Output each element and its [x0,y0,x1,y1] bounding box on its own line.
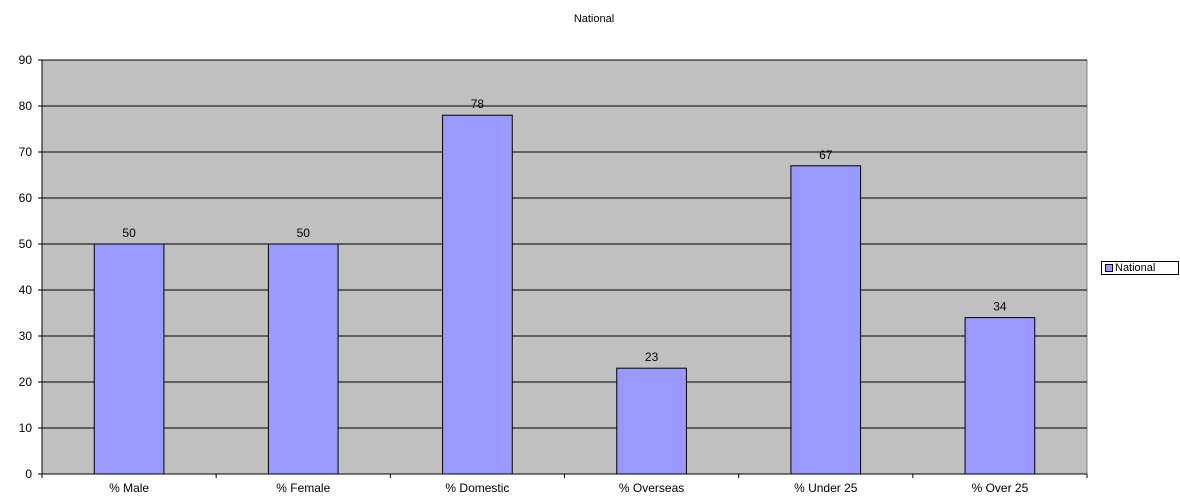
y-tick-label: 40 [19,283,33,297]
x-tick-label: % Overseas [619,481,684,495]
y-tick-label: 80 [19,99,33,113]
data-label: 67 [819,148,833,162]
legend: National [1101,261,1179,275]
bars [93,114,1036,475]
bar [93,243,165,475]
y-tick-label: 60 [19,191,33,205]
y-tick-label: 10 [19,421,33,435]
y-tick-label: 90 [19,53,33,67]
y-tick-label: 70 [19,145,33,159]
data-label: 23 [645,350,659,364]
bar [267,243,339,475]
data-label: 50 [122,226,136,240]
x-tick-label: % Over 25 [972,481,1029,495]
bar [442,114,513,475]
y-tick-label: 30 [19,329,33,343]
y-tick-label: 20 [19,375,33,389]
legend-swatch-national [1105,264,1113,272]
axes: 0 10 20 30 40 50 60 70 80 90 % Male % Female % Domes… [19,53,1088,495]
legend-label-national: National [1115,262,1156,274]
plot-area [41,59,1088,475]
data-label: 78 [471,97,485,111]
y-tick-label: 0 [25,467,32,481]
bar [790,165,862,475]
chart-title: National [574,13,614,25]
x-tick-label: % Male [109,481,149,495]
data-label: 50 [297,226,311,240]
y-tick-label: 50 [19,237,33,251]
x-tick-label: % Under 25 [794,481,858,495]
x-tick-label: % Domestic [445,481,509,495]
bar [964,317,1036,475]
data-labels: 50 50 78 23 67 34 [122,97,1007,364]
bar [616,367,687,475]
data-label: 34 [993,300,1007,314]
gridlines [42,59,1087,429]
x-tick-label: % Female [276,481,330,495]
